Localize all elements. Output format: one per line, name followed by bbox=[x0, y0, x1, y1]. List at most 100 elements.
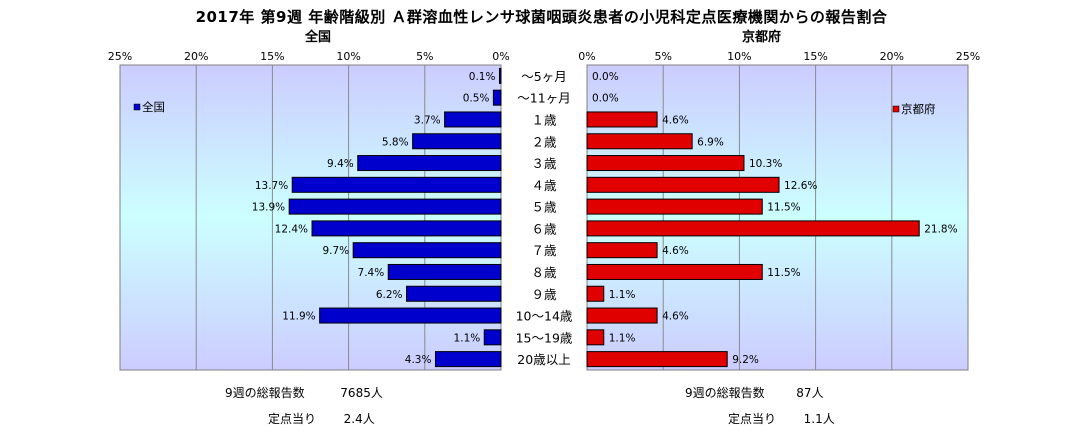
kyoto-bar bbox=[586, 242, 658, 259]
kyoto-subtitle: 京都府 bbox=[742, 30, 782, 45]
national-value-label: 6.2% bbox=[376, 289, 403, 301]
national-bar bbox=[387, 263, 502, 280]
national-value-label: 11.9% bbox=[282, 311, 315, 323]
kyoto-value-label: 1.1% bbox=[609, 289, 636, 301]
national-tick-label: 20% bbox=[184, 50, 208, 63]
kyoto-total-value: 87人 bbox=[796, 386, 824, 400]
kyoto-value-label: 6.9% bbox=[697, 136, 724, 148]
category-label: 10～14歳 bbox=[516, 309, 573, 324]
kyoto-tick-label: 15% bbox=[803, 50, 827, 63]
category-label: ４歳 bbox=[531, 178, 557, 193]
kyoto-bar bbox=[586, 176, 780, 193]
national-value-label: 13.7% bbox=[255, 180, 288, 192]
kyoto-bar bbox=[586, 307, 658, 324]
category-label: 15～19歳 bbox=[516, 330, 573, 345]
national-bar bbox=[288, 198, 502, 215]
category-label: ９歳 bbox=[531, 287, 557, 302]
national-per-value: 2.4人 bbox=[343, 412, 375, 426]
national-bar bbox=[319, 307, 502, 324]
national-value-label: 7.4% bbox=[358, 267, 385, 279]
national-tick-label: 0% bbox=[492, 50, 509, 63]
national-bar bbox=[357, 155, 502, 172]
national-value-label: 13.9% bbox=[252, 202, 285, 214]
national-value-label: 1.1% bbox=[454, 332, 481, 344]
kyoto-tick-label: 10% bbox=[727, 50, 751, 63]
national-bar bbox=[498, 67, 502, 84]
national-bar bbox=[406, 285, 502, 302]
kyoto-tick-label: 25% bbox=[956, 50, 980, 63]
national-value-label: 9.7% bbox=[322, 245, 349, 257]
kyoto-total-label: 9週の総報告数 bbox=[685, 386, 765, 400]
kyoto-value-label: 21.8% bbox=[924, 223, 957, 235]
kyoto-per-value: 1.1人 bbox=[803, 412, 835, 426]
kyoto-bar bbox=[586, 351, 728, 368]
category-label: ７歳 bbox=[531, 243, 557, 258]
category-label: ５歳 bbox=[531, 200, 557, 215]
category-label: ２歳 bbox=[531, 134, 557, 149]
national-value-label: 12.4% bbox=[275, 223, 308, 235]
national-value-label: 3.7% bbox=[414, 114, 441, 126]
kyoto-bar bbox=[586, 263, 763, 280]
kyoto-value-label: 9.2% bbox=[732, 354, 759, 366]
kyoto-bar bbox=[586, 329, 605, 346]
kyoto-plot-border bbox=[586, 64, 969, 371]
category-label: ３歳 bbox=[531, 156, 557, 171]
national-bar bbox=[444, 111, 502, 128]
national-tick-label: 25% bbox=[108, 50, 132, 63]
kyoto-total: 9週の総報告数 87人 bbox=[685, 384, 824, 401]
kyoto-value-label: 1.1% bbox=[609, 332, 636, 344]
national-bar bbox=[434, 351, 502, 368]
kyoto-legend-swatch bbox=[892, 105, 900, 113]
national-legend-swatch bbox=[133, 103, 141, 111]
national-tick-label: 5% bbox=[416, 50, 433, 63]
category-label: ～5ヶ月 bbox=[521, 69, 566, 84]
kyoto-bar bbox=[586, 198, 763, 215]
chart-title: 2017年 第9週 年齢階級別 Ａ群溶血性レンサ球菌咽頭炎患者の小児科定点医療機… bbox=[195, 8, 888, 26]
kyoto-legend-label: 京都府 bbox=[901, 102, 936, 116]
national-bar bbox=[352, 242, 502, 259]
kyoto-value-label: 11.5% bbox=[767, 267, 800, 279]
national-tick-label: 10% bbox=[336, 50, 360, 63]
category-label: ８歳 bbox=[531, 265, 557, 280]
kyoto-value-label: 4.6% bbox=[662, 114, 689, 126]
kyoto-value-label: 12.6% bbox=[784, 180, 817, 192]
national-per-site: 定点当り 2.4人 bbox=[268, 410, 375, 427]
national-tick-label: 15% bbox=[260, 50, 284, 63]
national-value-label: 5.8% bbox=[382, 136, 409, 148]
national-value-label: 0.1% bbox=[469, 71, 496, 83]
national-per-label: 定点当り bbox=[268, 412, 317, 426]
kyoto-tick-label: 20% bbox=[880, 50, 904, 63]
national-bar bbox=[412, 133, 502, 150]
kyoto-value-label: 4.6% bbox=[662, 311, 689, 323]
national-total-value: 7685人 bbox=[340, 386, 383, 400]
national-plot-border bbox=[119, 64, 502, 371]
national-bar bbox=[311, 220, 502, 237]
national-value-label: 9.4% bbox=[327, 158, 354, 170]
kyoto-value-label: 10.3% bbox=[749, 158, 782, 170]
kyoto-bar bbox=[586, 111, 658, 128]
national-subtitle: 全国 bbox=[305, 30, 332, 45]
national-bar bbox=[483, 329, 502, 346]
national-plot-area bbox=[120, 65, 501, 370]
national-value-label: 4.3% bbox=[405, 354, 432, 366]
kyoto-value-label: 0.0% bbox=[592, 71, 619, 83]
national-value-label: 0.5% bbox=[463, 93, 490, 105]
kyoto-per-site: 定点当り 1.1人 bbox=[728, 410, 835, 427]
kyoto-value-label: 0.0% bbox=[592, 93, 619, 105]
national-total: 9週の総報告数 7685人 bbox=[225, 384, 383, 401]
kyoto-bar bbox=[586, 285, 605, 302]
category-label: ６歳 bbox=[531, 221, 557, 236]
kyoto-bar bbox=[586, 155, 745, 172]
kyoto-value-label: 4.6% bbox=[662, 245, 689, 257]
kyoto-per-label: 定点当り bbox=[728, 412, 777, 426]
category-label: 20歳以上 bbox=[517, 352, 570, 367]
kyoto-value-label: 11.5% bbox=[767, 202, 800, 214]
national-bar bbox=[291, 176, 502, 193]
national-total-label: 9週の総報告数 bbox=[225, 386, 305, 400]
category-label: ～11ヶ月 bbox=[517, 91, 570, 106]
kyoto-bar bbox=[586, 133, 693, 150]
kyoto-bar bbox=[586, 220, 920, 237]
kyoto-tick-label: 0% bbox=[578, 50, 595, 63]
national-bar bbox=[492, 89, 502, 106]
